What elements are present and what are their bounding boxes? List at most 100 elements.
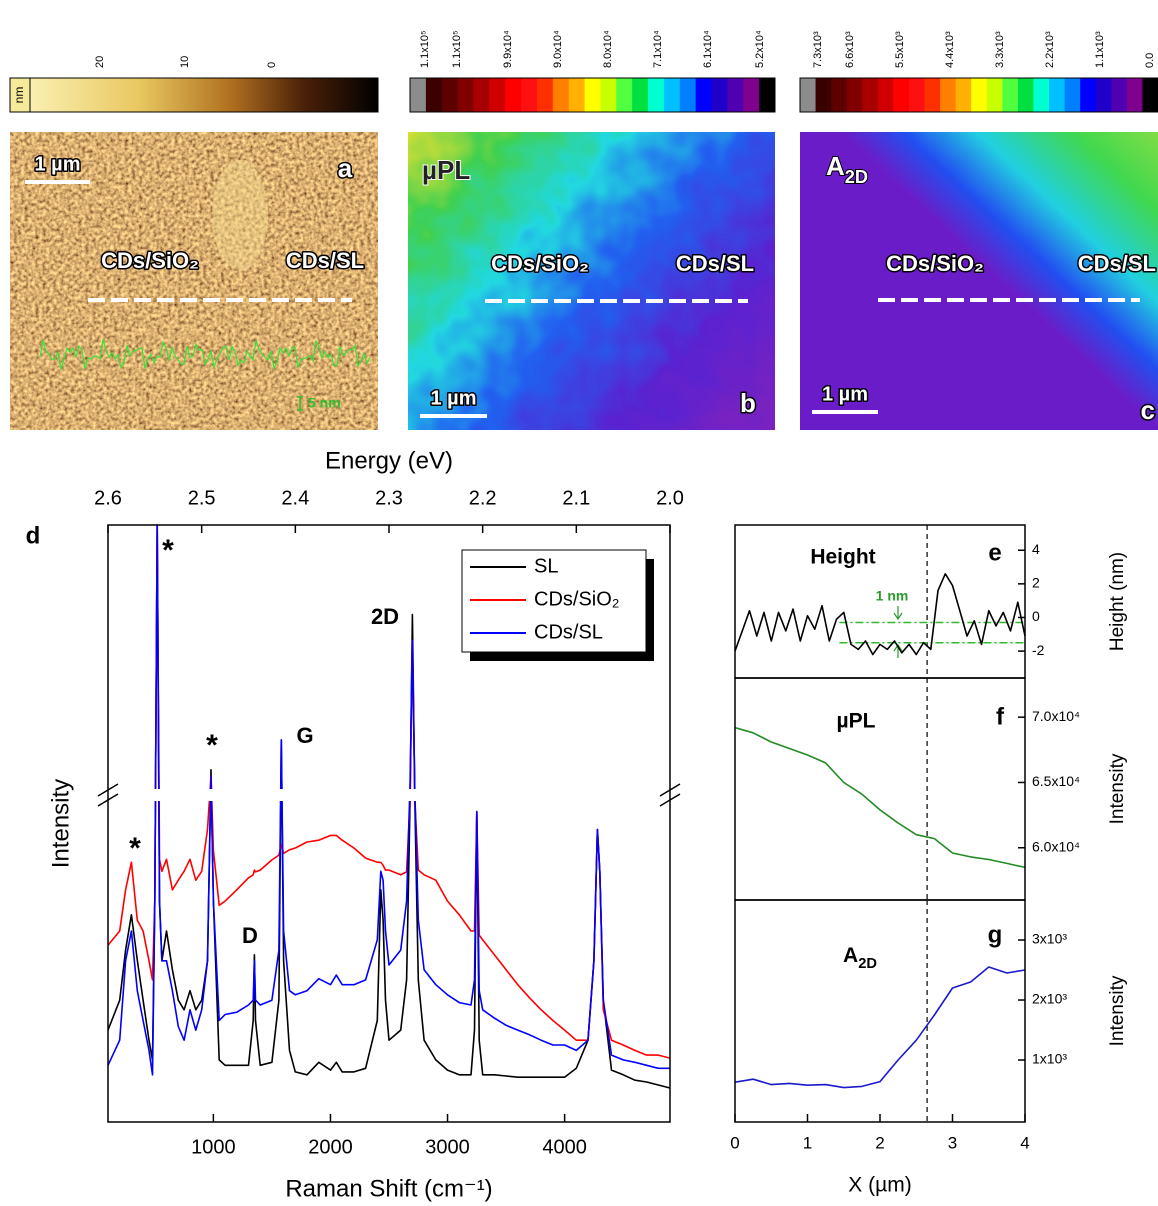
y-tick-label: 0 <box>1032 608 1040 624</box>
reference-arrows <box>893 606 903 658</box>
legend-label: SL <box>534 555 558 577</box>
peak-annotation: G <box>296 723 313 748</box>
peak-annotation: 2D <box>371 604 399 629</box>
reference-label: 1 nm <box>876 588 909 604</box>
colorbar-tick-label: 2.2x10³ <box>1044 31 1056 68</box>
axis-break-gap <box>109 789 669 801</box>
peak-annotation: * <box>129 832 141 865</box>
colorbar-segment <box>971 78 988 112</box>
y-tick-label: 7.0x10⁴ <box>1032 708 1080 724</box>
x-tick-label: 3000 <box>425 1136 470 1158</box>
colorbar-tick-label: 20 <box>94 56 106 68</box>
y-axis-label: Intensity <box>1107 753 1128 824</box>
scale-bar-label: 1 µm <box>35 153 81 175</box>
colorbar-tick-label: 5.2x10⁴ <box>754 30 766 68</box>
region-label: CDs/SL <box>1078 251 1156 276</box>
x2-tick-label: 2.4 <box>281 487 309 509</box>
colorbar-unit: nm <box>12 87 26 104</box>
panel-letter: e <box>988 539 1001 566</box>
x-tick-label: 1 <box>803 1133 812 1152</box>
colorbar-segment <box>584 78 601 112</box>
colorbar-tick-label: 9.9x10⁴ <box>502 30 514 68</box>
legend-label: CDs/SL <box>534 621 603 643</box>
colorbar-segment <box>1126 78 1143 112</box>
y-tick-label: 6.0x10⁴ <box>1032 838 1080 854</box>
colorbar-frame <box>409 77 776 113</box>
colorbar-tick-label: 1.1x10⁵ <box>451 30 463 68</box>
colorbar-segment <box>1049 78 1066 112</box>
afm-feature <box>212 160 268 270</box>
colorbar-segment <box>800 78 817 112</box>
colorbar-segment <box>711 78 728 112</box>
colorbar-tick-label: 8.0x10⁴ <box>602 30 614 68</box>
legend-label: CDs/SiO₂ <box>534 588 620 610</box>
x2-tick-label: 2.2 <box>469 487 497 509</box>
colorbar-segment <box>815 78 832 112</box>
profile-scale-label: 5 nm <box>308 395 341 411</box>
x2-tick-label: 2.0 <box>656 487 684 509</box>
y-tick-label: 6.5x10⁴ <box>1032 773 1080 789</box>
a2d-map <box>800 132 1158 430</box>
colorbar-unit-box <box>9 77 31 113</box>
colorbar-segment <box>877 78 894 112</box>
colorbar-segment <box>940 78 957 112</box>
x-tick-label: 4 <box>1020 1133 1029 1152</box>
colorbar-segment <box>986 78 1003 112</box>
colorbar-segment <box>1002 78 1019 112</box>
colorbar-tick-label: 10 <box>179 56 191 68</box>
series-line <box>734 726 1026 869</box>
x-axis-label: Raman Shift (cm⁻¹) <box>285 1175 492 1202</box>
colorbar-tick-label: 1.1x10³ <box>1094 31 1106 68</box>
x-tick-label: 2 <box>875 1133 884 1152</box>
colorbar-tick-label: 6.6x10³ <box>844 31 856 68</box>
map-title: µPL <box>422 155 470 185</box>
x-tick-label: 3 <box>948 1133 957 1152</box>
colorbar-tick-label: 5.5x10³ <box>894 31 906 68</box>
panel-title: µPL <box>837 710 876 733</box>
colorbar-segment <box>536 78 554 112</box>
colorbar-segment <box>831 78 848 112</box>
peak-annotation: * <box>206 729 218 762</box>
y-tick-label: 3x10³ <box>1032 931 1067 947</box>
x2-tick-label: 2.3 <box>375 487 403 509</box>
colorbar-segment <box>893 78 910 112</box>
colorbar-segment <box>1080 78 1097 112</box>
x-tick-label: 4000 <box>542 1136 587 1158</box>
panel-letter: d <box>26 522 41 549</box>
panel-letter: b <box>740 388 756 418</box>
colorbar-segment <box>1017 78 1034 112</box>
colorbar-segment <box>600 78 617 112</box>
colorbar-segment <box>473 78 490 112</box>
colorbar-tick-label: 7.3x10³ <box>812 31 824 68</box>
panel-letter: f <box>996 703 1005 730</box>
colorbar-frame <box>799 77 1158 113</box>
region-label: CDs/SiO₂ <box>491 251 589 276</box>
colorbar-segment <box>1095 78 1112 112</box>
colorbar-segment <box>552 78 570 112</box>
colorbar-tick-label: 7.1x10⁴ <box>652 30 664 68</box>
colorbar-segment <box>505 78 522 112</box>
series-line <box>107 524 671 1059</box>
colorbar-segment <box>489 78 506 112</box>
colorbar-segment <box>441 78 459 112</box>
colorbar-segment <box>759 78 776 112</box>
panel-title-base: A <box>843 944 858 967</box>
x2-tick-label: 2.5 <box>188 487 216 509</box>
colorbar-segment <box>521 78 538 112</box>
x-tick-label: 1000 <box>191 1136 236 1158</box>
colorbar-segment <box>743 78 760 112</box>
peak-annotation: D <box>242 923 258 948</box>
y-axis-label: Intensity <box>1107 975 1128 1046</box>
colorbar <box>9 77 379 113</box>
y-axis-label: Intensity <box>47 779 74 868</box>
colorbar-tick-label: 3.3x10³ <box>994 31 1006 68</box>
colorbar-tick-label: 0 <box>266 62 278 68</box>
pl-map <box>408 132 775 430</box>
colorbar-segment <box>648 78 665 112</box>
x2-tick-label: 2.6 <box>94 487 122 509</box>
colorbar-segment <box>410 78 427 112</box>
y-tick-label: 2 <box>1032 575 1040 591</box>
y-tick-label: -2 <box>1032 642 1045 658</box>
colorbar-segment <box>846 78 863 112</box>
colorbar-segment <box>457 78 474 112</box>
